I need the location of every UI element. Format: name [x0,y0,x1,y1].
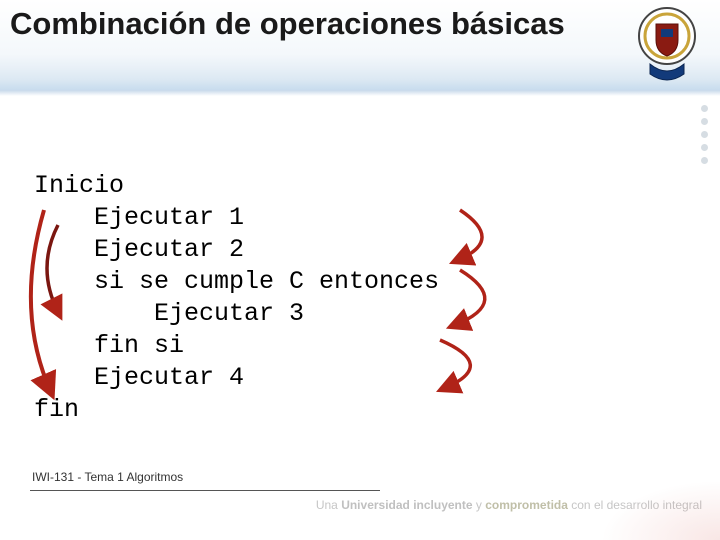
decorative-corner [600,480,720,540]
code-line: Ejecutar 3 [34,299,304,328]
header-banner: Combinación de operaciones básicas [0,0,720,90]
code-line: Ejecutar 2 [34,235,244,264]
pseudocode-block: Inicio Ejecutar 1 Ejecutar 2 si se cumpl… [34,138,439,426]
arrow-right-2 [455,270,485,325]
arrow-right-1 [458,210,482,260]
university-crest-logo [632,6,702,84]
decorative-dots [701,105,708,164]
code-line: Ejecutar 1 [34,203,244,232]
code-line: Ejecutar 4 [34,363,244,392]
footer-divider [30,490,380,491]
code-line: fin si [34,331,184,360]
code-line: fin [34,395,79,424]
code-line: Inicio [34,171,124,200]
page-title: Combinación de operaciones básicas [10,6,565,42]
footer-breadcrumb: IWI-131 - Tema 1 Algoritmos [32,470,183,484]
arrow-right-3 [440,340,470,388]
code-line: si se cumple C entonces [34,267,439,296]
